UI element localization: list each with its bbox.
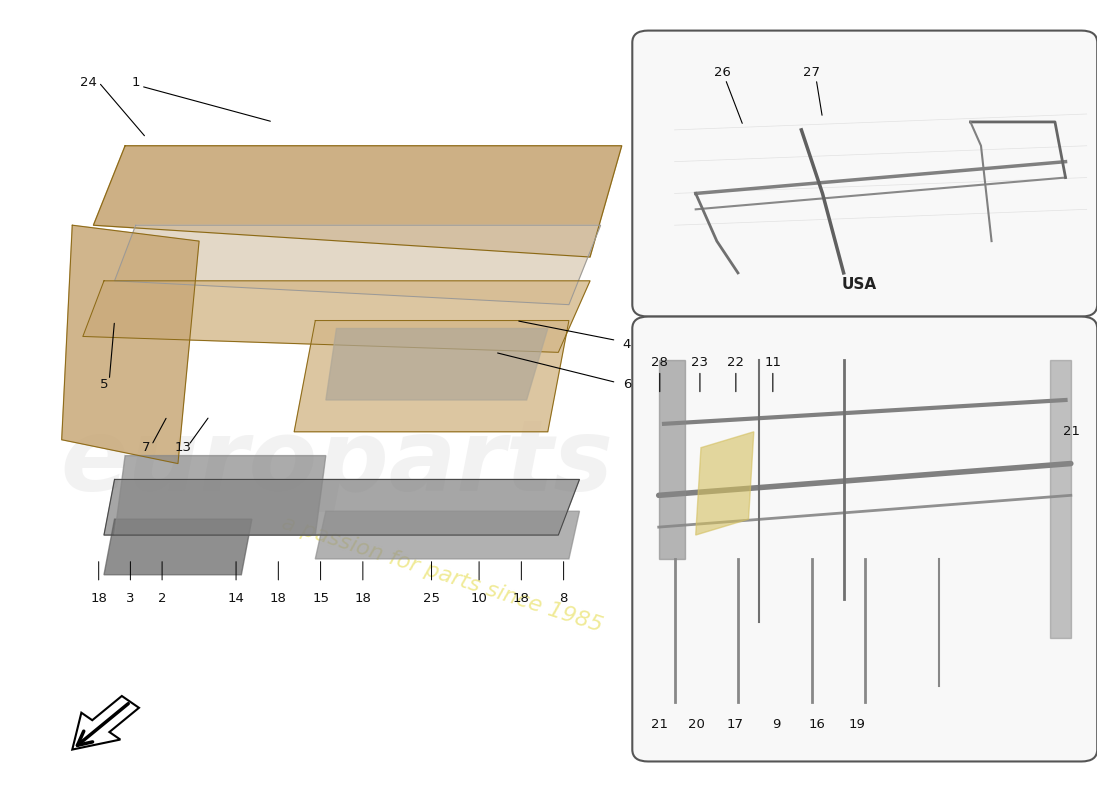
- Polygon shape: [1049, 360, 1070, 638]
- Text: 10: 10: [471, 592, 487, 605]
- Polygon shape: [659, 360, 685, 559]
- Text: 14: 14: [228, 592, 244, 605]
- Text: 3: 3: [126, 592, 134, 605]
- Text: 6: 6: [623, 378, 631, 390]
- Text: 18: 18: [270, 592, 287, 605]
- Polygon shape: [104, 519, 252, 574]
- Text: 26: 26: [714, 66, 730, 79]
- Text: 18: 18: [90, 592, 107, 605]
- Polygon shape: [62, 226, 199, 463]
- Text: 4: 4: [623, 338, 631, 351]
- Text: 23: 23: [692, 356, 708, 369]
- Text: a passion for parts since 1985: a passion for parts since 1985: [279, 514, 605, 636]
- FancyArrow shape: [73, 696, 139, 750]
- Polygon shape: [695, 432, 754, 535]
- Text: 19: 19: [849, 718, 866, 730]
- Polygon shape: [82, 281, 590, 352]
- Text: 15: 15: [312, 592, 329, 605]
- Polygon shape: [104, 479, 580, 535]
- FancyBboxPatch shape: [632, 30, 1097, 317]
- Text: 21: 21: [651, 718, 669, 730]
- Text: 17: 17: [726, 718, 744, 730]
- Polygon shape: [294, 321, 569, 432]
- Text: 1: 1: [131, 76, 140, 89]
- Text: 25: 25: [424, 592, 440, 605]
- Text: 24: 24: [79, 76, 97, 89]
- Polygon shape: [114, 456, 326, 535]
- Text: 8: 8: [560, 592, 568, 605]
- Text: 16: 16: [808, 718, 826, 730]
- Text: 18: 18: [513, 592, 530, 605]
- Text: 9: 9: [772, 718, 780, 730]
- Text: USA: USA: [842, 278, 877, 292]
- Text: 22: 22: [727, 356, 745, 369]
- Text: 11: 11: [764, 356, 781, 369]
- Text: 13: 13: [175, 441, 191, 454]
- Polygon shape: [114, 226, 601, 305]
- Text: europarts: europarts: [59, 415, 613, 512]
- Polygon shape: [94, 146, 621, 257]
- Text: 20: 20: [689, 718, 705, 730]
- Text: 2: 2: [157, 592, 166, 605]
- Text: 18: 18: [354, 592, 372, 605]
- Text: 21: 21: [1064, 426, 1080, 438]
- Text: 28: 28: [651, 356, 668, 369]
- FancyBboxPatch shape: [632, 317, 1097, 762]
- Polygon shape: [316, 511, 580, 559]
- Text: 5: 5: [100, 378, 108, 390]
- Text: 7: 7: [142, 441, 151, 454]
- Text: 27: 27: [803, 66, 821, 79]
- Polygon shape: [326, 329, 548, 400]
